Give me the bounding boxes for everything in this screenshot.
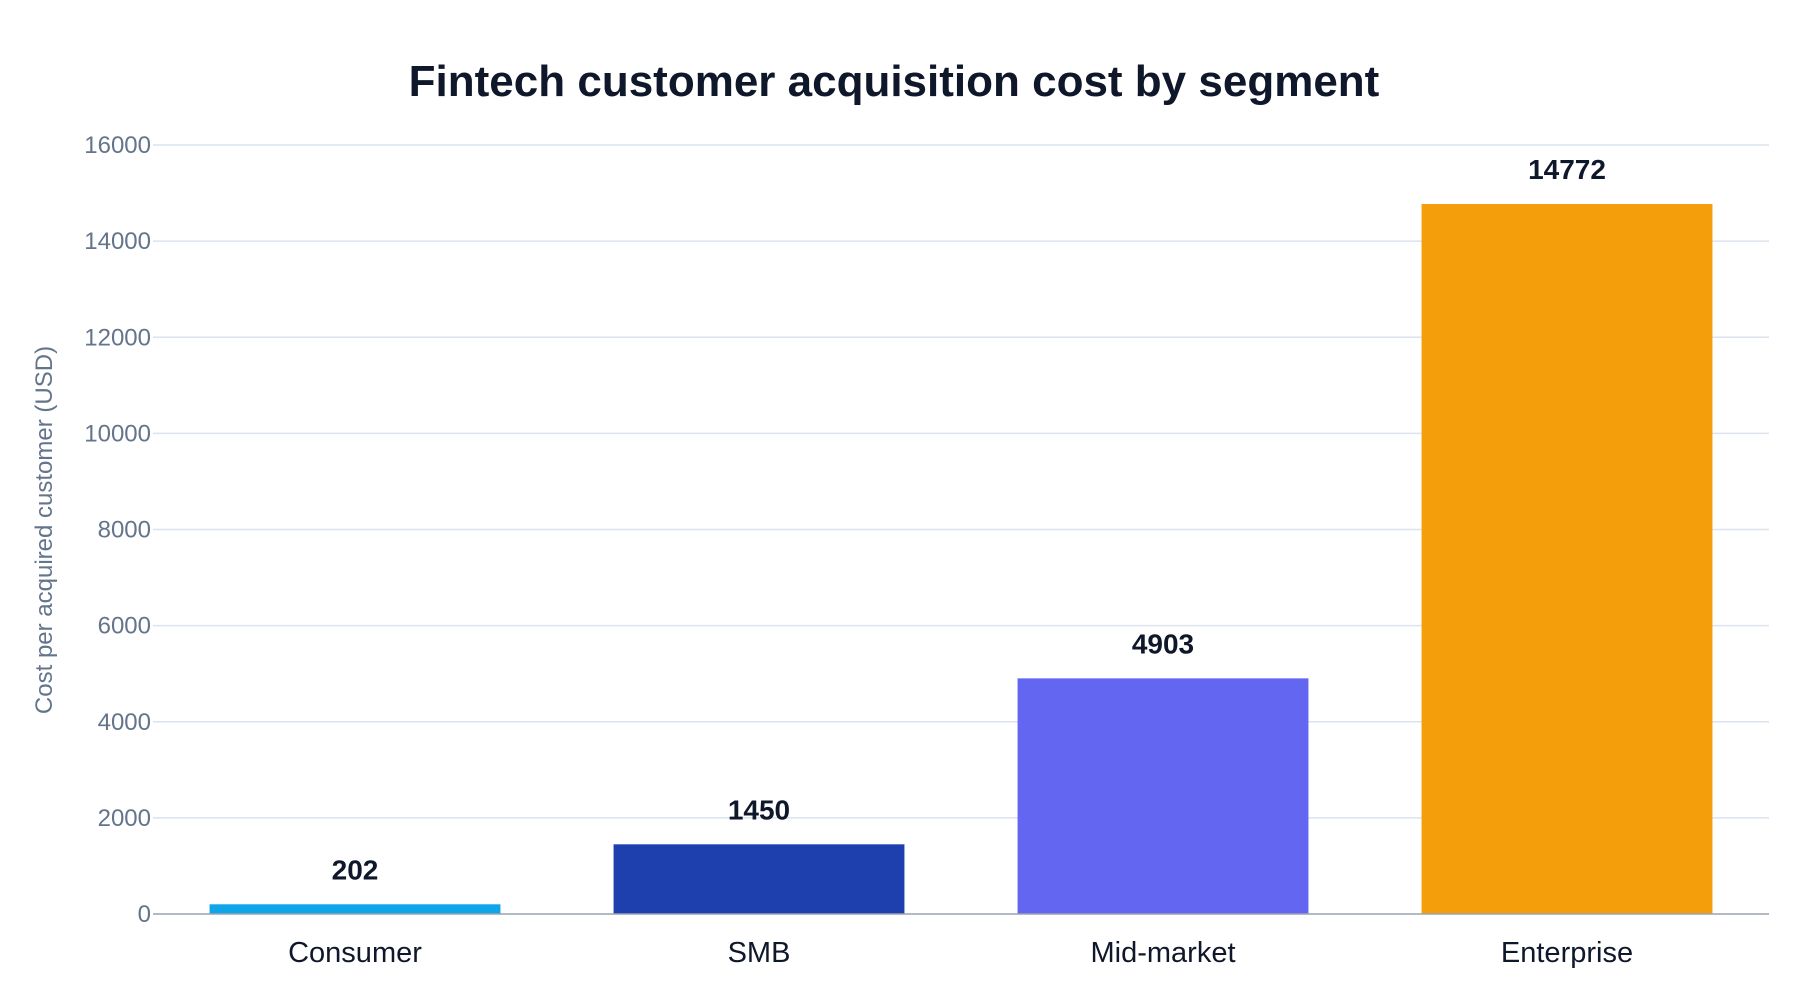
y-tick-label: 6000 — [98, 613, 151, 640]
bar-smb — [613, 844, 905, 914]
data-label: 202 — [332, 854, 379, 885]
bar-consumer — [209, 904, 501, 914]
x-tick-label: SMB — [728, 937, 791, 969]
y-tick-label: 12000 — [84, 324, 151, 351]
y-tick-label: 4000 — [98, 709, 151, 736]
y-tick-label: 16000 — [84, 132, 151, 159]
y-tick-label: 8000 — [98, 517, 151, 544]
bar-enterprise — [1421, 204, 1713, 914]
x-axis-ticks: Consumer SMB Mid-market Enterprise — [288, 937, 1633, 969]
data-label: 1450 — [728, 794, 790, 825]
bar-mid-market — [1017, 678, 1309, 914]
data-label: 4903 — [1132, 628, 1194, 659]
bars — [209, 204, 1713, 914]
x-tick-label: Consumer — [288, 937, 422, 969]
y-axis-label: Cost per acquired customer (USD) — [31, 346, 58, 714]
gridlines — [153, 144, 1769, 819]
y-tick-label: 0 — [138, 901, 151, 928]
y-tick-label: 2000 — [98, 805, 151, 832]
y-tick-label: 14000 — [84, 228, 151, 255]
data-label: 14772 — [1528, 154, 1606, 185]
y-axis-ticks: 0 2000 4000 6000 8000 10000 12000 14000 16000 — [84, 132, 151, 928]
data-labels: 202 1450 4903 14772 — [332, 154, 1606, 885]
x-tick-label: Enterprise — [1501, 937, 1633, 969]
x-tick-label: Mid-market — [1090, 937, 1235, 969]
chart-title: Fintech customer acquisition cost by seg… — [409, 57, 1380, 106]
y-tick-label: 10000 — [84, 420, 151, 447]
